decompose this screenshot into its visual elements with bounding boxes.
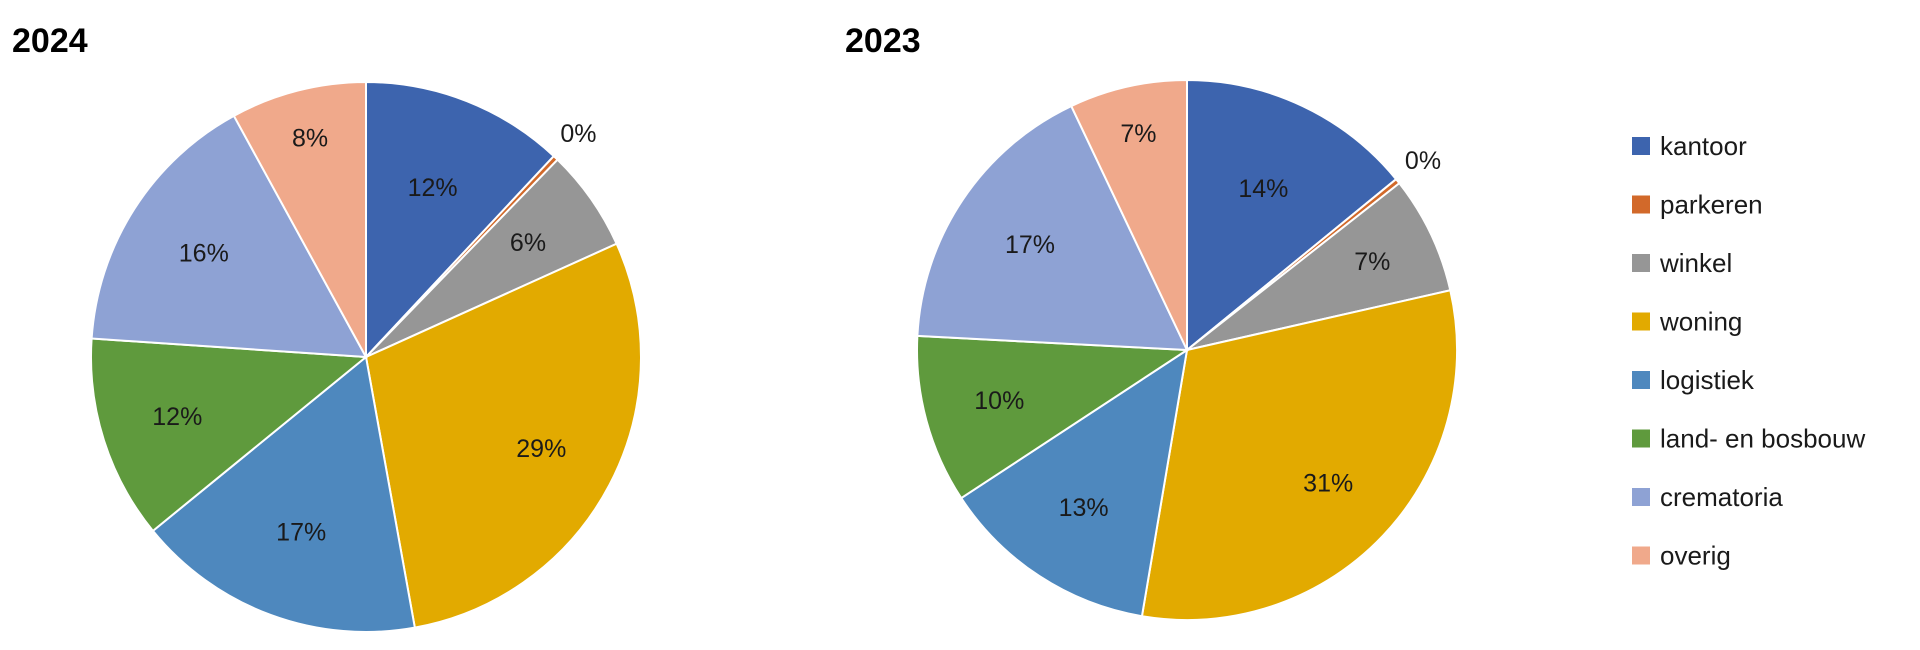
legend-label-logistiek: logistiek: [1660, 365, 1755, 395]
pie-slice-2024-overig: [232, 80, 367, 358]
data-label-2023-crematoria: 17%: [1005, 231, 1055, 259]
pie-slice-2024-logistiek: [151, 355, 417, 633]
pie-slice-2024-woning: [364, 242, 642, 629]
data-label-2023-kantoor: 14%: [1238, 175, 1288, 203]
pie-slice-2023-winkel: [1186, 181, 1452, 351]
legend-label-woning: woning: [1659, 307, 1742, 337]
pie-slice-2023-land-en-bosbouw: [916, 334, 1191, 500]
pie-chart-2023: 2023 14% 0% 7% 31% 13% 10% 17% 7%: [845, 22, 1458, 621]
legend-label-parkeren: parkeren: [1660, 190, 1763, 220]
data-label-2024-parkeren: 0%: [560, 120, 596, 148]
legend-swatch-crematoria: [1632, 488, 1650, 506]
data-label-2023-overig: 7%: [1120, 120, 1156, 148]
legend-swatch-winkel: [1632, 254, 1650, 272]
data-label-2024-land-en-bosbouw: 12%: [152, 403, 202, 431]
data-label-2023-winkel: 7%: [1354, 248, 1390, 276]
pie-slice-2023-kantoor: [1186, 78, 1398, 353]
pie-slice-2024-land-en-bosbouw: [90, 337, 369, 533]
chart-title-2023: 2023: [845, 22, 921, 60]
legend-swatch-woning: [1632, 312, 1650, 331]
chart-title-2024: 2024: [12, 22, 88, 60]
pie-slice-2023-crematoria: [916, 104, 1189, 352]
legend-label-land-en-bosbouw: land- en bosbouw: [1660, 424, 1865, 454]
legend-label-overig: overig: [1660, 541, 1731, 571]
pie-chart-2024: 2024 12% 0% 6% 29% 17% 12% 16% 8%: [12, 22, 642, 633]
legend-item-woning: woning: [1632, 307, 1742, 337]
legend: kantoor parkeren winkel woning logistiek land…: [1632, 131, 1865, 571]
legend-swatch-parkeren: [1632, 195, 1650, 214]
data-label-2023-woning: 31%: [1303, 470, 1353, 498]
legend-item-logistiek: logistiek: [1632, 365, 1755, 395]
legend-swatch-overig: [1632, 546, 1650, 565]
legend-label-winkel: winkel: [1659, 248, 1732, 278]
legend-swatch-kantoor: [1632, 137, 1650, 155]
legend-swatch-land-en-bosbouw: [1632, 429, 1650, 448]
legend-item-land-en-bosbouw: land- en bosbouw: [1632, 424, 1865, 454]
data-label-2024-winkel: 6%: [510, 229, 546, 257]
pie-slice-2024-kantoor: [365, 80, 556, 360]
legend-item-crematoria: crematoria: [1632, 482, 1783, 512]
data-label-2023-logistiek: 13%: [1059, 494, 1109, 522]
data-label-2023-parkeren: 0%: [1405, 147, 1441, 175]
pie-slice-2023-woning: [1140, 289, 1458, 621]
pie-slice-2023-overig: [1069, 78, 1188, 351]
data-label-2024-overig: 8%: [292, 125, 328, 153]
data-label-2024-woning: 29%: [516, 435, 566, 463]
data-label-2024-logistiek: 17%: [276, 518, 326, 546]
legend-swatch-logistiek: [1632, 371, 1650, 389]
legend-item-winkel: winkel: [1632, 248, 1732, 278]
legend-item-parkeren: parkeren: [1632, 190, 1763, 220]
data-label-2024-crematoria: 16%: [179, 239, 229, 267]
legend-label-crematoria: crematoria: [1660, 482, 1783, 512]
data-label-2023-land-en-bosbouw: 10%: [974, 387, 1024, 415]
legend-item-kantoor: kantoor: [1632, 131, 1747, 161]
data-label-2024-kantoor: 12%: [408, 174, 458, 202]
pie-slice-2024-crematoria: [90, 114, 368, 359]
legend-label-kantoor: kantoor: [1660, 131, 1747, 161]
legend-item-overig: overig: [1632, 541, 1731, 571]
pie-slice-2023-logistiek: [959, 347, 1189, 618]
